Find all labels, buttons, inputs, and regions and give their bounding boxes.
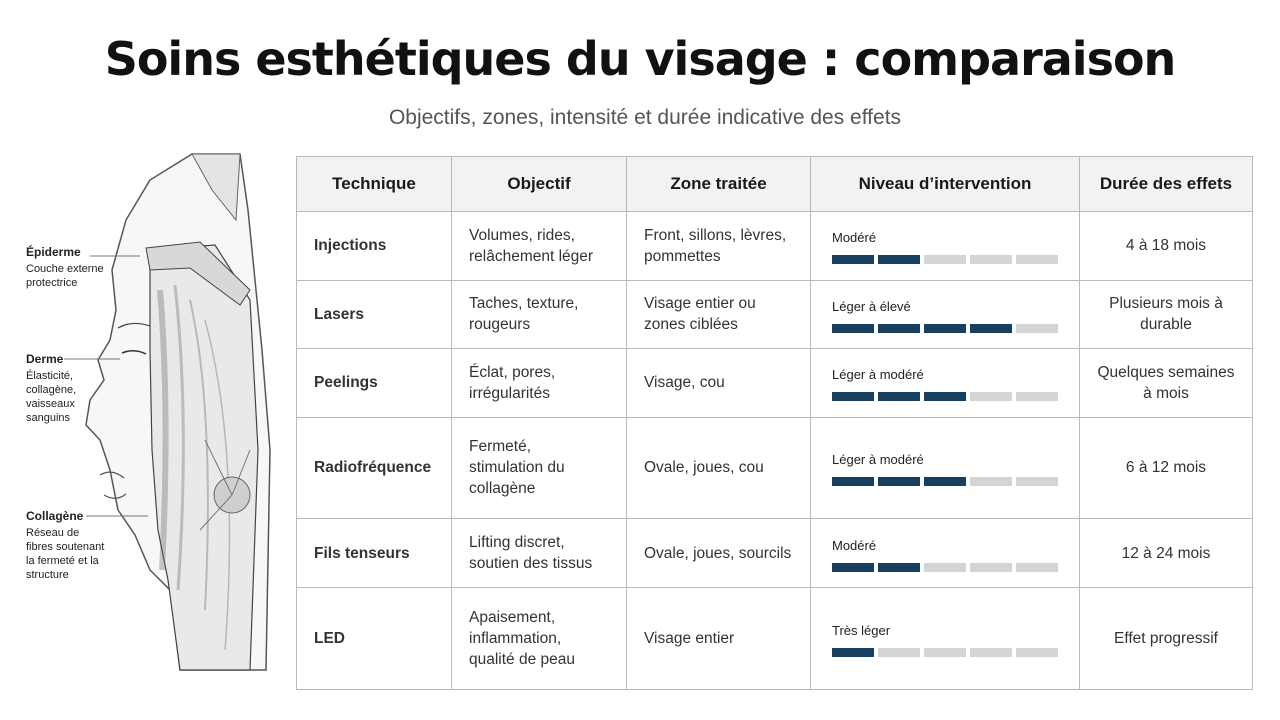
cell-duree: Plusieurs mois à durable — [1079, 279, 1253, 349]
cell-objectif: Fermeté, stimulation du collagène — [451, 416, 627, 520]
level-bar-segment — [832, 323, 874, 333]
level-bar — [832, 323, 1062, 333]
face-anatomy-illustration — [64, 153, 271, 671]
table-row: Radiofréquence Fermeté, stimulation du co… — [296, 416, 1253, 520]
level-bar-segment — [832, 255, 874, 265]
cell-objectif: Lifting discret, soutien des tissus — [451, 518, 627, 588]
level-bar-segment — [878, 392, 920, 402]
table-header-row: Technique Objectif Zone traitée Niveau d… — [296, 156, 1253, 212]
level-bar — [832, 392, 1062, 402]
cell-technique: Peelings — [296, 348, 452, 418]
table-row: LED Apaisement, inflammation, qualité de … — [296, 586, 1253, 691]
header-zone: Zone traitée — [626, 156, 811, 212]
level-bar-segment — [878, 323, 920, 333]
level-bar-segment — [878, 255, 920, 265]
level-label: Léger à modéré — [832, 367, 924, 383]
level-bar-segment — [970, 392, 1012, 402]
level-bar-segment — [1016, 647, 1058, 657]
cell-zone: Ovale, joues, cou — [626, 416, 811, 520]
level-bar-segment — [878, 562, 920, 572]
level-bar-segment — [832, 392, 874, 402]
level-bar-segment — [924, 255, 966, 265]
label-derme: Derme Élasticité, collagène, vaisseaux s… — [26, 352, 77, 424]
level-bar-segment — [970, 477, 1012, 487]
cell-objectif: Volumes, rides, relâchement léger — [451, 211, 627, 281]
level-bar-segment — [970, 562, 1012, 572]
comparison-table: Technique Objectif Zone traitée Niveau d… — [296, 156, 1253, 691]
level-bar-segment — [924, 647, 966, 657]
label-epiderme: Épiderme Couche externe protectrice — [26, 245, 104, 289]
level-bar-segment — [924, 392, 966, 402]
cell-niveau: Léger à modéré — [810, 416, 1080, 520]
cell-zone: Visage entier — [626, 586, 811, 691]
level-label: Léger à élevé — [832, 298, 911, 314]
level-bar-segment — [832, 477, 874, 487]
table-row: Injections Volumes, rides, relâchement lé… — [296, 211, 1253, 281]
cell-duree: 6 à 12 mois — [1079, 416, 1253, 520]
level-bar-segment — [970, 255, 1012, 265]
cell-niveau: Modéré — [810, 518, 1080, 588]
level-bar-segment — [924, 477, 966, 487]
cell-duree: 12 à 24 mois — [1079, 518, 1253, 588]
page-subtitle: Objectifs, zones, intensité et durée ind… — [388, 106, 902, 129]
level-bar-segment — [1016, 562, 1058, 572]
level-label: Très léger — [832, 622, 891, 638]
cell-technique: LED — [296, 586, 452, 691]
cell-objectif: Éclat, pores, irrégularités — [451, 348, 627, 418]
level-bar — [832, 647, 1062, 657]
table-row: Lasers Taches, texture, rougeurs Visage en… — [296, 279, 1253, 349]
level-bar-segment — [1016, 477, 1058, 487]
cell-niveau: Modéré — [810, 211, 1080, 281]
level-label: Modéré — [832, 537, 877, 553]
table-row: Peelings Éclat, pores, irrégularités Visag… — [296, 348, 1253, 418]
level-bar-segment — [1016, 255, 1058, 265]
level-bar-segment — [970, 323, 1012, 333]
level-bar-segment — [832, 562, 874, 572]
cell-duree: Quelques semaines à mois — [1079, 348, 1253, 418]
level-bar-segment — [970, 647, 1012, 657]
cell-niveau: Léger à modéré — [810, 348, 1080, 418]
level-bar — [832, 477, 1062, 487]
page-title: Soins esthétiques du visage : comparaiso… — [104, 32, 1177, 86]
level-bar-segment — [1016, 323, 1058, 333]
level-bar-segment — [878, 477, 920, 487]
table-row: Fils tenseurs Lifting discret, soutien de… — [296, 518, 1253, 588]
cell-technique: Lasers — [296, 279, 452, 349]
cell-duree: Effet progressif — [1079, 586, 1253, 691]
cell-technique: Radiofréquence — [296, 416, 452, 520]
header-duree: Durée des effets — [1079, 156, 1253, 212]
cell-zone: Ovale, joues, sourcils — [626, 518, 811, 588]
header-objectif: Objectif — [451, 156, 627, 212]
cell-niveau: Léger à élevé — [810, 279, 1080, 349]
cell-objectif: Apaisement, inflammation, qualité de pea… — [451, 586, 627, 691]
header-niveau: Niveau d’intervention — [810, 156, 1080, 212]
level-bar-segment — [1016, 392, 1058, 402]
label-collagene: Collagène Réseau de fibres soutenant la … — [26, 509, 105, 581]
cell-technique: Fils tenseurs — [296, 518, 452, 588]
cell-objectif: Taches, texture, rougeurs — [451, 279, 627, 349]
cell-duree: 4 à 18 mois — [1079, 211, 1253, 281]
level-label: Modéré — [832, 230, 877, 246]
level-bar-segment — [924, 323, 966, 333]
level-bar-segment — [878, 647, 920, 657]
level-bar — [832, 562, 1062, 572]
cell-technique: Injections — [296, 211, 452, 281]
level-bar — [832, 255, 1062, 265]
level-bar-segment — [924, 562, 966, 572]
cell-zone: Visage, cou — [626, 348, 811, 418]
header-technique: Technique — [296, 156, 452, 212]
cell-zone: Visage entier ou zones ciblées — [626, 279, 811, 349]
cell-zone: Front, sillons, lèvres, pommettes — [626, 211, 811, 281]
cell-niveau: Très léger — [810, 586, 1080, 691]
level-label: Léger à modéré — [832, 452, 924, 468]
level-bar-segment — [832, 647, 874, 657]
